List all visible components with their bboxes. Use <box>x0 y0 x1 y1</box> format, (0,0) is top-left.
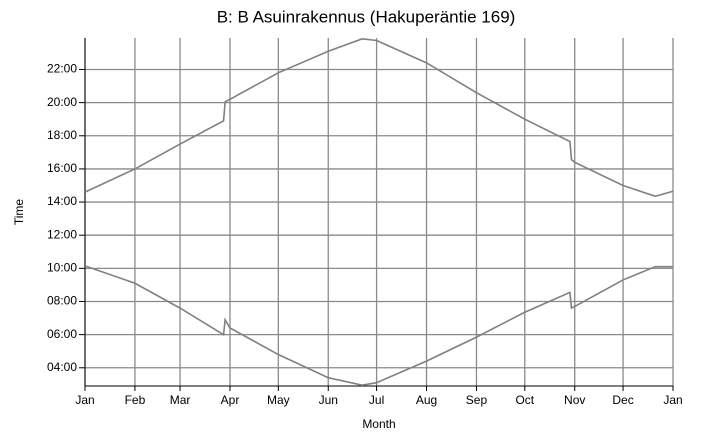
y-tick-label: 22:00 <box>47 62 77 76</box>
y-tick-label: 04:00 <box>47 360 77 374</box>
x-tick-label: Nov <box>564 393 585 407</box>
x-tick-label: Oct <box>515 393 534 407</box>
x-tick-label: Jan <box>75 393 94 407</box>
x-tick-label: May <box>267 393 290 407</box>
y-tick-label: 08:00 <box>47 294 77 308</box>
x-tick-label: Jun <box>319 393 338 407</box>
x-tick-label: Feb <box>125 393 146 407</box>
x-tick-label: Dec <box>612 393 633 407</box>
x-tick-label: Aug <box>416 393 437 407</box>
y-axis-label: Time <box>12 199 26 226</box>
y-tick-label: 20:00 <box>47 95 77 109</box>
y-tick-label: 10:00 <box>47 261 77 275</box>
x-tick-label: Jan <box>663 393 682 407</box>
chart-title: B: B Asuinrakennus (Hakuperäntie 169) <box>217 7 516 26</box>
y-tick-label: 12:00 <box>47 227 77 241</box>
y-tick-label: 06:00 <box>47 327 77 341</box>
series-line <box>84 38 674 198</box>
x-tick-label: Sep <box>466 393 488 407</box>
series-line <box>84 265 673 386</box>
y-tick-label: 14:00 <box>47 194 77 208</box>
x-axis-label: Month <box>362 417 395 431</box>
x-tick-label: Jul <box>369 393 384 407</box>
x-tick-label: Mar <box>170 393 191 407</box>
x-tick-label: Apr <box>221 393 240 407</box>
y-tick-label: 16:00 <box>47 161 77 175</box>
y-tick-label: 18:00 <box>47 128 77 142</box>
